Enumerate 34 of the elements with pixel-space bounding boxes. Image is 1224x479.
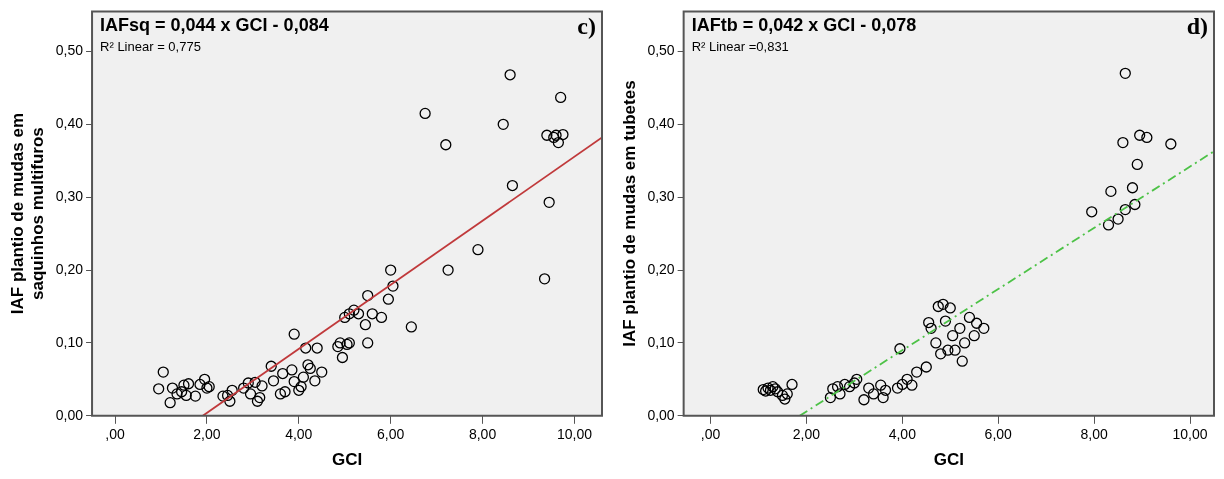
y-tick-label: 0,30 bbox=[55, 188, 84, 205]
y-tick-label: 0,10 bbox=[55, 333, 84, 350]
x-tick-label: 6,00 bbox=[377, 426, 405, 443]
y-tick-label: 0,20 bbox=[55, 260, 84, 277]
x-tick-label: 6,00 bbox=[984, 426, 1013, 443]
annotation: R² Linear = 0,775 bbox=[100, 39, 201, 55]
x-tick-label: 4,00 bbox=[888, 426, 917, 443]
y-axis-title: IAF plantio de mudas em saquinhos multifuros bbox=[7, 113, 48, 315]
x-tick-label: 8,00 bbox=[1080, 426, 1108, 443]
annotation: IAFtb = 0,042 x GCI - 0,078 bbox=[691, 15, 917, 36]
x-tick-label: 4,00 bbox=[285, 426, 313, 443]
y-tick-label: 0,40 bbox=[647, 115, 675, 132]
y-tick-label: 0,00 bbox=[55, 406, 84, 423]
y-tick-label: 0,30 bbox=[647, 188, 675, 205]
x-tick-label: ,00 bbox=[105, 426, 125, 443]
annotation: d) bbox=[1186, 12, 1208, 39]
y-tick-label: 0,50 bbox=[647, 42, 675, 59]
annotation: R² Linear =0,831 bbox=[691, 39, 789, 55]
x-tick-label: 10,00 bbox=[1172, 426, 1208, 443]
annotation: IAFsq = 0,044 x GCI - 0,084 bbox=[100, 15, 329, 36]
x-tick-label: 2,00 bbox=[792, 426, 821, 443]
y-axis-title: IAF plantio de mudas em tubetes bbox=[619, 80, 639, 347]
annotation: c) bbox=[577, 12, 596, 39]
y-tick-label: 0,40 bbox=[55, 115, 84, 132]
y-tick-label: 0,10 bbox=[647, 333, 675, 350]
x-tick-label: 2,00 bbox=[193, 426, 221, 443]
x-axis-title: GCI bbox=[331, 450, 363, 470]
y-tick-label: 0,00 bbox=[647, 406, 675, 423]
x-tick-label: ,00 bbox=[700, 426, 721, 443]
y-tick-label: 0,50 bbox=[55, 42, 84, 59]
y-tick-label: 0,20 bbox=[647, 260, 675, 277]
x-tick-label: 10,00 bbox=[556, 426, 593, 443]
x-tick-label: 8,00 bbox=[468, 426, 497, 443]
x-axis-title: GCI bbox=[933, 450, 964, 470]
